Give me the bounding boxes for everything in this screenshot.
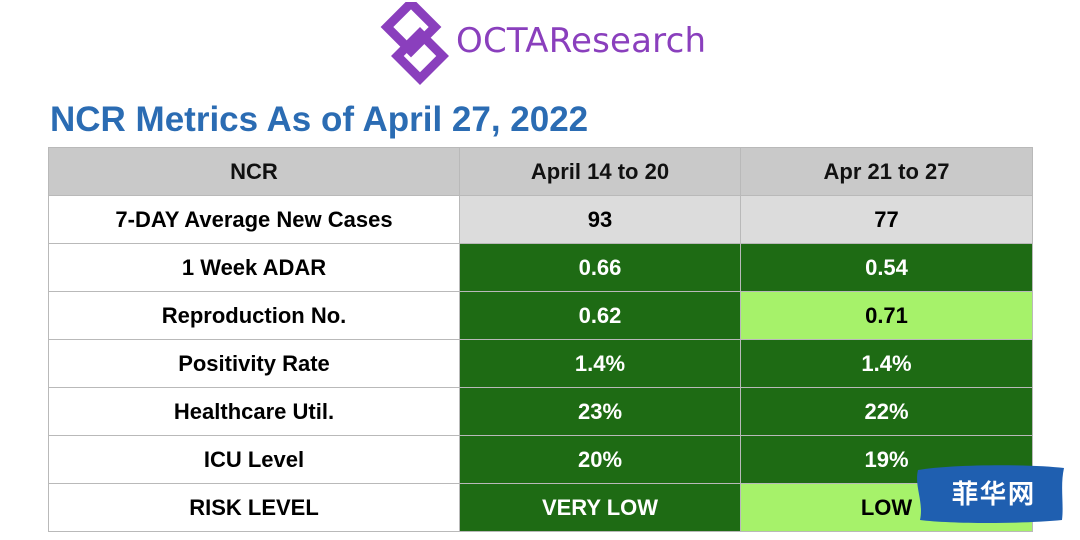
- metric-name: Reproduction No.: [48, 291, 460, 340]
- table-row: ICU Level 20% 19%: [48, 435, 1033, 484]
- brand-name: OCTAResearch: [456, 21, 707, 61]
- week2-value: 0.54: [740, 243, 1033, 292]
- column-header-week1: April 14 to 20: [459, 147, 741, 196]
- metric-name: 1 Week ADAR: [48, 243, 460, 292]
- column-header-week2: Apr 21 to 27: [740, 147, 1033, 196]
- table-row: Healthcare Util. 23% 22%: [48, 387, 1033, 436]
- metric-name: Healthcare Util.: [48, 387, 460, 436]
- week1-value: 23%: [459, 387, 741, 436]
- metric-name: 7-DAY Average New Cases: [48, 195, 460, 244]
- octa-diamond-logo-icon: [380, 2, 449, 85]
- table-row: 1 Week ADAR 0.66 0.54: [48, 243, 1033, 292]
- week1-value: VERY LOW: [459, 483, 741, 532]
- week1-value: 0.62: [459, 291, 741, 340]
- table-row: RISK LEVEL VERY LOW LOW: [48, 483, 1033, 532]
- week1-value: 20%: [459, 435, 741, 484]
- week2-value: 0.71: [740, 291, 1033, 340]
- week2-value: 1.4%: [740, 339, 1033, 388]
- week1-value: 93: [459, 195, 741, 244]
- watermark-badge-icon: [917, 465, 1064, 523]
- table-header-row: NCR April 14 to 20 Apr 21 to 27: [48, 147, 1033, 196]
- week1-value: 0.66: [459, 243, 741, 292]
- table-row: 7-DAY Average New Cases 93 77: [48, 195, 1033, 244]
- metrics-table: NCR April 14 to 20 Apr 21 to 27 7-DAY Av…: [48, 147, 1033, 532]
- week2-value: 22%: [740, 387, 1033, 436]
- metric-name: ICU Level: [48, 435, 460, 484]
- octaresearch-logo: OCTAResearch: [378, 2, 706, 92]
- week2-value: 77: [740, 195, 1033, 244]
- table-row: Reproduction No. 0.62 0.71: [48, 291, 1033, 340]
- watermark-text: 菲华网: [951, 480, 1036, 510]
- metric-name: RISK LEVEL: [48, 483, 460, 532]
- week1-value: 1.4%: [459, 339, 741, 388]
- metric-name: Positivity Rate: [48, 339, 460, 388]
- table-row: Positivity Rate 1.4% 1.4%: [48, 339, 1033, 388]
- page-title: NCR Metrics As of April 27, 2022: [50, 100, 589, 139]
- column-header-ncr: NCR: [48, 147, 460, 196]
